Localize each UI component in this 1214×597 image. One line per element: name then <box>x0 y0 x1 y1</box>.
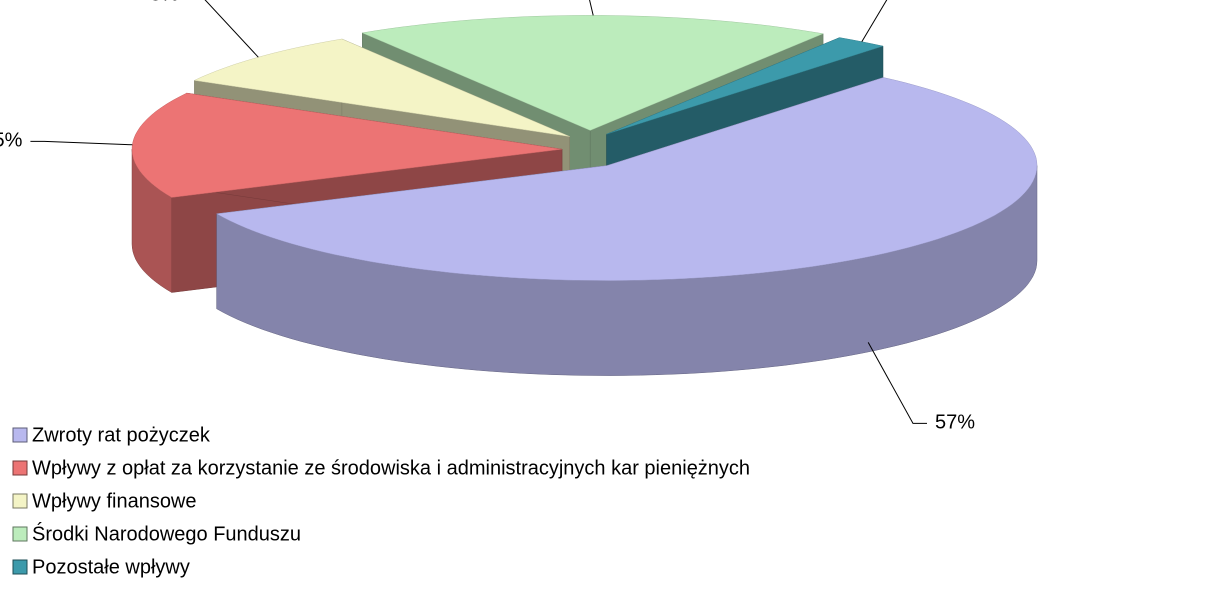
data-label: 8% <box>150 0 179 5</box>
legend-swatch <box>12 427 28 443</box>
legend-swatch <box>12 493 28 509</box>
leader-line <box>204 0 259 58</box>
legend-swatch <box>12 526 28 542</box>
legend-label: Pozostałe wpływy <box>32 556 190 578</box>
legend-label: Zwroty rat pożyczek <box>32 424 211 446</box>
slice-top <box>193 38 570 137</box>
slice-top <box>215 77 1038 281</box>
legend-label: Środki Narodowego Funduszu <box>32 521 301 545</box>
slice-top <box>131 92 563 198</box>
legend-label: Wpływy z opłat za korzystanie ze środowi… <box>32 457 750 479</box>
leader-line <box>867 342 927 424</box>
data-label: 57% <box>935 412 975 434</box>
slice <box>215 77 1038 376</box>
legend-swatch <box>12 460 28 476</box>
legend-label: Wpływy finansowe <box>32 490 197 512</box>
data-label: 15% <box>0 130 23 152</box>
leader-line <box>589 0 594 16</box>
leader-line <box>861 0 888 42</box>
legend-swatch <box>12 559 28 575</box>
leader-line <box>30 140 133 146</box>
